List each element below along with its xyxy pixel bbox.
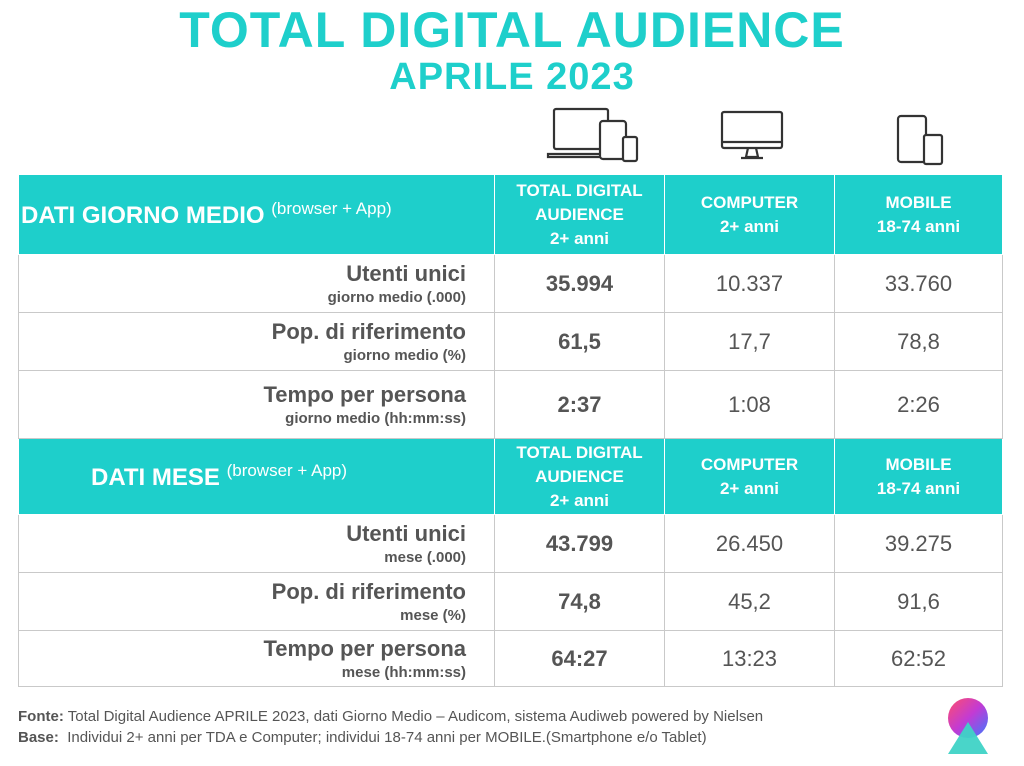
table-row: Tempo per persona mese (hh:mm:ss) 64:27 1… bbox=[18, 630, 1003, 687]
tda-value: 43.799 bbox=[494, 514, 665, 573]
table-row: Tempo per persona giorno medio (hh:mm:ss)… bbox=[18, 370, 1003, 439]
tda-value: 74,8 bbox=[494, 572, 665, 631]
row-label: Tempo per persona mese (hh:mm:ss) bbox=[18, 630, 495, 687]
column-header-computer: COMPUTER 2+ anni bbox=[664, 174, 835, 255]
page-title: TOTAL DIGITAL AUDIENCE bbox=[179, 2, 845, 58]
computer-value: 26.450 bbox=[664, 514, 835, 573]
column-header-mobile: MOBILE 18-74 anni bbox=[834, 438, 1003, 515]
section-title: DATI MESE (browser + App) bbox=[18, 438, 495, 515]
mobile-icon bbox=[896, 114, 944, 166]
page-subtitle: APRILE 2023 bbox=[389, 56, 635, 98]
computer-value: 10.337 bbox=[664, 254, 835, 313]
row-label: Utenti unici giorno medio (.000) bbox=[18, 254, 495, 313]
row-label: Pop. di riferimento mese (%) bbox=[18, 572, 495, 631]
section-header-daily: DATI GIORNO MEDIO (browser + App) TOTAL … bbox=[18, 174, 1003, 255]
column-header-mobile: MOBILE 18-74 anni bbox=[834, 174, 1003, 255]
devices-icon bbox=[546, 107, 639, 163]
mobile-value: 78,8 bbox=[834, 312, 1003, 371]
tda-value: 64:27 bbox=[494, 630, 665, 687]
computer-icon bbox=[720, 110, 784, 160]
row-label: Tempo per persona giorno medio (hh:mm:ss) bbox=[18, 370, 495, 439]
table-row: Utenti unici mese (.000) 43.799 26.450 39… bbox=[18, 514, 1003, 573]
computer-value: 1:08 bbox=[664, 370, 835, 439]
row-label: Utenti unici mese (.000) bbox=[18, 514, 495, 573]
tda-value: 35.994 bbox=[494, 254, 665, 313]
table-row: Utenti unici giorno medio (.000) 35.994 1… bbox=[18, 254, 1003, 313]
row-label: Pop. di riferimento giorno medio (%) bbox=[18, 312, 495, 371]
mobile-value: 2:26 bbox=[834, 370, 1003, 439]
mobile-value: 62:52 bbox=[834, 630, 1003, 687]
audience-table: DATI GIORNO MEDIO (browser + App) TOTAL … bbox=[18, 174, 1003, 687]
computer-value: 45,2 bbox=[664, 572, 835, 631]
section-header-monthly: DATI MESE (browser + App) TOTAL DIGITAL A… bbox=[18, 438, 1003, 515]
tda-value: 2:37 bbox=[494, 370, 665, 439]
mobile-value: 33.760 bbox=[834, 254, 1003, 313]
logo-icon bbox=[948, 698, 988, 754]
computer-value: 13:23 bbox=[664, 630, 835, 687]
computer-value: 17,7 bbox=[664, 312, 835, 371]
column-header-computer: COMPUTER 2+ anni bbox=[664, 438, 835, 515]
footer-source: Fonte: Total Digital Audience APRILE 202… bbox=[18, 708, 764, 725]
table-row: Pop. di riferimento giorno medio (%) 61,5… bbox=[18, 312, 1003, 371]
tda-value: 61,5 bbox=[494, 312, 665, 371]
table-row: Pop. di riferimento mese (%) 74,8 45,2 91… bbox=[18, 572, 1003, 631]
mobile-value: 91,6 bbox=[834, 572, 1003, 631]
footer-base: Base: Individui 2+ anni per TDA e Comput… bbox=[18, 729, 707, 746]
section-title: DATI GIORNO MEDIO (browser + App) bbox=[18, 174, 495, 255]
column-header-tda: TOTAL DIGITAL AUDIENCE 2+ anni bbox=[494, 174, 665, 255]
mobile-value: 39.275 bbox=[834, 514, 1003, 573]
column-header-tda: TOTAL DIGITAL AUDIENCE 2+ anni bbox=[494, 438, 665, 515]
